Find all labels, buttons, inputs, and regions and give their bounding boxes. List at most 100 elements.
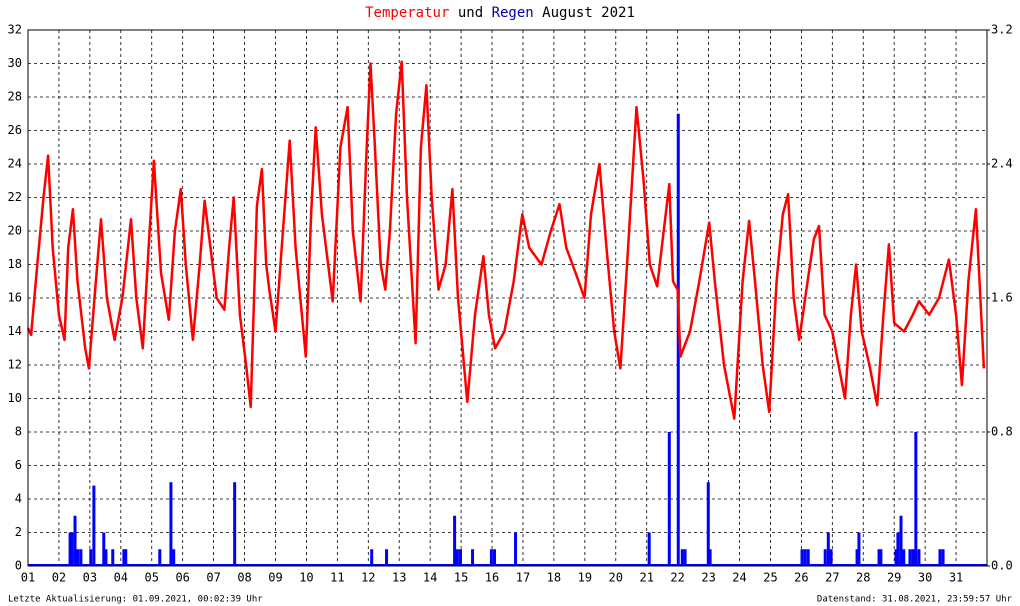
- x-tick-label: 15: [454, 571, 468, 585]
- x-tick-label: 25: [763, 571, 777, 585]
- x-tick-label: 27: [825, 571, 839, 585]
- rain-bar: [823, 549, 827, 566]
- rain-bar: [894, 549, 898, 566]
- x-tick-label: 13: [392, 571, 406, 585]
- rain-bar: [385, 549, 389, 566]
- y-tick-label: 24: [8, 157, 22, 171]
- x-tick-label: 04: [114, 571, 128, 585]
- rain-bar: [453, 515, 457, 566]
- chart-title: Temperatur und Regen August 2021: [365, 5, 635, 21]
- y2-tick-label: 1.6: [991, 291, 1013, 305]
- y2-tick-label: 0.0: [991, 559, 1013, 573]
- title-join: und: [458, 5, 483, 21]
- rain-bar: [458, 549, 462, 566]
- y-tick-label: 2: [15, 525, 22, 539]
- rain-bar: [914, 432, 918, 566]
- x-tick-label: 31: [949, 571, 963, 585]
- y-tick-label: 28: [8, 90, 22, 104]
- rain-bar: [917, 549, 921, 566]
- x-tick-label: 01: [21, 571, 35, 585]
- x-tick-label: 06: [175, 571, 189, 585]
- y-tick-label: 10: [8, 391, 22, 405]
- x-tick-label: 12: [361, 571, 375, 585]
- rain-bar: [938, 549, 942, 566]
- rain-bar: [169, 482, 173, 566]
- x-tick-label: 16: [485, 571, 499, 585]
- x-tick-label: 29: [887, 571, 901, 585]
- x-tick-label: 22: [670, 571, 684, 585]
- rain-bar: [829, 549, 833, 566]
- title-rain: Regen: [492, 5, 534, 21]
- rain-bar: [680, 549, 684, 566]
- rain-bar: [676, 113, 680, 566]
- x-tick-label: 20: [609, 571, 623, 585]
- rain-bar: [111, 549, 115, 566]
- x-tick-label: 10: [299, 571, 313, 585]
- y-tick-label: 32: [8, 23, 22, 37]
- y-tick-label: 16: [8, 291, 22, 305]
- rain-bar: [708, 549, 712, 566]
- rain-bar: [803, 549, 807, 566]
- rain-bar: [104, 549, 108, 566]
- title-temperature: Temperatur: [365, 5, 449, 21]
- rain-bar: [683, 549, 687, 566]
- y-tick-label: 6: [15, 458, 22, 472]
- y-tick-label: 12: [8, 358, 22, 372]
- x-tick-label: 21: [639, 571, 653, 585]
- x-tick-label: 08: [237, 571, 251, 585]
- rain-bar: [92, 485, 96, 566]
- rain-bar: [172, 549, 176, 566]
- rain-bar: [73, 515, 77, 566]
- y-tick-label: 0: [15, 559, 22, 573]
- rain-bar: [455, 549, 459, 566]
- y-tick-label: 14: [8, 324, 22, 338]
- rain-bar: [647, 532, 651, 566]
- rain-bar: [124, 549, 128, 566]
- x-tick-label: 03: [83, 571, 97, 585]
- x-tick-label: 17: [516, 571, 530, 585]
- x-tick-label: 28: [856, 571, 870, 585]
- x-tick-label: 02: [52, 571, 66, 585]
- x-tick-label: 19: [578, 571, 592, 585]
- y-tick-label: 26: [8, 123, 22, 137]
- rain-bar: [471, 549, 475, 566]
- y2-tick-label: 3.2: [991, 23, 1013, 37]
- rain-bar: [667, 432, 671, 566]
- rain-bar: [68, 532, 72, 566]
- x-tick-label: 26: [794, 571, 808, 585]
- y-tick-label: 22: [8, 190, 22, 204]
- rain-bar: [89, 549, 93, 566]
- footer-right: Datenstand: 31.08.2021, 23:59:57 Uhr: [817, 595, 1013, 605]
- x-tick-label: 09: [268, 571, 282, 585]
- y-tick-label: 4: [15, 492, 22, 506]
- x-tick-label: 18: [547, 571, 561, 585]
- marks: [26, 60, 987, 566]
- rain-bar: [370, 549, 374, 566]
- rain-bar: [514, 532, 518, 566]
- rain-bar: [800, 549, 804, 566]
- rain-bar: [122, 549, 126, 566]
- plot-frame: [27, 29, 988, 567]
- title-date: August 2021: [542, 5, 635, 21]
- rain-bar: [70, 532, 74, 566]
- x-tick-label: 14: [423, 571, 437, 585]
- rain-bar: [855, 549, 859, 566]
- y2-tick-label: 0.8: [991, 425, 1013, 439]
- footer-left: Letzte Aktualisierung: 01.09.2021, 00:02…: [8, 595, 263, 605]
- rain-bar: [826, 532, 830, 566]
- x-tick-label: 05: [145, 571, 159, 585]
- rain-bar: [706, 482, 710, 566]
- y-tick-label: 20: [8, 224, 22, 238]
- x-tick-label: 24: [732, 571, 746, 585]
- rain-bar: [899, 515, 903, 566]
- x-tick-label: 30: [918, 571, 932, 585]
- x-tick-label: 23: [701, 571, 715, 585]
- rain-bar: [896, 532, 900, 566]
- rain-bar: [493, 549, 497, 566]
- x-tick-label: 07: [206, 571, 220, 585]
- y-tick-label: 8: [15, 425, 22, 439]
- rain-bar: [908, 549, 912, 566]
- y-tick-label: 30: [8, 56, 22, 70]
- rain-bar: [76, 549, 80, 566]
